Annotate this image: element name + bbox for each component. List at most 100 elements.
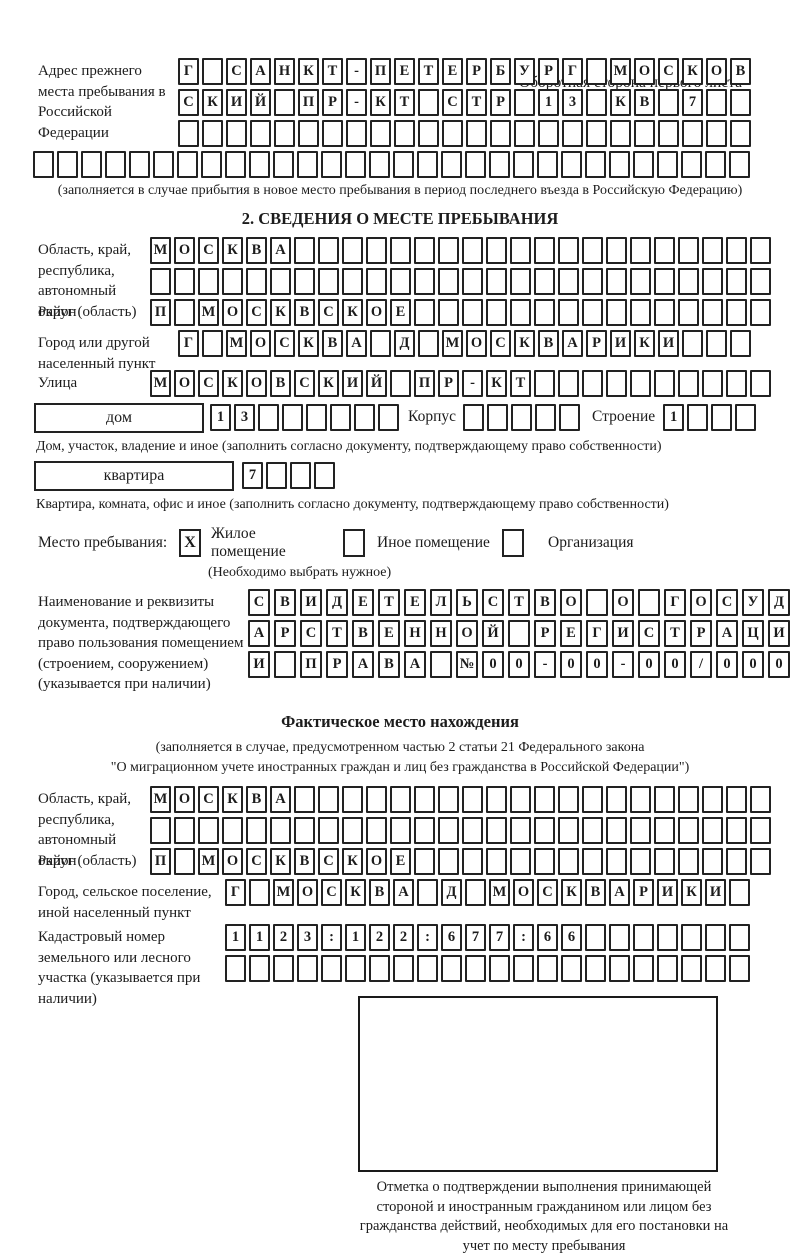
char-cell[interactable]: К xyxy=(270,299,291,326)
char-cell[interactable] xyxy=(201,151,222,178)
char-cell[interactable] xyxy=(726,848,747,875)
char-cell[interactable] xyxy=(318,786,339,813)
char-cell[interactable]: Т xyxy=(322,58,343,85)
char-cell[interactable] xyxy=(681,955,702,982)
char-cell[interactable] xyxy=(735,404,757,431)
char-cell[interactable] xyxy=(750,299,771,326)
char-cell[interactable] xyxy=(414,786,435,813)
char-cell[interactable]: 0 xyxy=(768,651,790,678)
char-cell[interactable] xyxy=(366,237,387,264)
char-cell[interactable] xyxy=(559,404,580,431)
char-cell[interactable] xyxy=(511,404,532,431)
char-cell[interactable] xyxy=(687,404,709,431)
char-cell[interactable]: А xyxy=(250,58,271,85)
char-cell[interactable]: И xyxy=(658,330,679,357)
char-cell[interactable] xyxy=(537,955,558,982)
char-cell[interactable]: М xyxy=(150,370,171,397)
char-cell[interactable]: С xyxy=(226,58,247,85)
char-cell[interactable]: В xyxy=(322,330,343,357)
char-cell[interactable]: Е xyxy=(390,848,411,875)
stay-type-checkbox-inoe[interactable] xyxy=(343,529,365,557)
char-cell[interactable] xyxy=(438,817,459,844)
char-cell[interactable]: 3 xyxy=(562,89,583,116)
char-cell[interactable] xyxy=(414,299,435,326)
char-cell[interactable] xyxy=(726,817,747,844)
char-cell[interactable]: 0 xyxy=(586,651,608,678)
char-cell[interactable] xyxy=(202,120,223,147)
char-cell[interactable]: Р xyxy=(633,879,654,906)
char-cell[interactable] xyxy=(510,299,531,326)
char-cell[interactable] xyxy=(390,786,411,813)
char-cell[interactable] xyxy=(513,151,534,178)
char-cell[interactable]: 6 xyxy=(441,924,462,951)
char-cell[interactable] xyxy=(534,848,555,875)
char-cell[interactable]: С xyxy=(198,237,219,264)
char-cell[interactable]: Н xyxy=(430,620,452,647)
char-cell[interactable]: 1 xyxy=(345,924,366,951)
char-cell[interactable] xyxy=(414,848,435,875)
char-cell[interactable] xyxy=(294,817,315,844)
char-cell[interactable]: О xyxy=(690,589,712,616)
char-cell[interactable]: М xyxy=(150,237,171,264)
char-cell[interactable]: И xyxy=(768,620,790,647)
char-cell[interactable] xyxy=(610,120,631,147)
char-cell[interactable]: И xyxy=(705,879,726,906)
char-cell[interactable] xyxy=(266,462,287,489)
char-cell[interactable]: - xyxy=(462,370,483,397)
char-cell[interactable] xyxy=(342,237,363,264)
char-cell[interactable] xyxy=(462,786,483,813)
char-cell[interactable] xyxy=(726,786,747,813)
char-cell[interactable] xyxy=(678,848,699,875)
char-cell[interactable]: В xyxy=(369,879,390,906)
char-cell[interactable]: 0 xyxy=(482,651,504,678)
char-cell[interactable]: Ц xyxy=(742,620,764,647)
char-cell[interactable] xyxy=(606,817,627,844)
char-cell[interactable]: О xyxy=(456,620,478,647)
char-cell[interactable]: В xyxy=(378,651,400,678)
char-cell[interactable] xyxy=(585,924,606,951)
char-cell[interactable] xyxy=(441,151,462,178)
char-cell[interactable] xyxy=(561,955,582,982)
char-cell[interactable] xyxy=(702,370,723,397)
char-cell[interactable] xyxy=(489,955,510,982)
char-cell[interactable]: К xyxy=(681,879,702,906)
char-cell[interactable] xyxy=(535,404,556,431)
char-cell[interactable] xyxy=(174,817,195,844)
char-cell[interactable]: А xyxy=(248,620,270,647)
char-cell[interactable] xyxy=(282,404,303,431)
char-cell[interactable] xyxy=(150,817,171,844)
char-cell[interactable]: Й xyxy=(366,370,387,397)
char-cell[interactable] xyxy=(562,120,583,147)
char-cell[interactable] xyxy=(294,237,315,264)
char-cell[interactable] xyxy=(606,237,627,264)
char-cell[interactable] xyxy=(534,268,555,295)
char-cell[interactable] xyxy=(321,955,342,982)
char-cell[interactable] xyxy=(378,404,399,431)
char-cell[interactable]: 2 xyxy=(369,924,390,951)
char-cell[interactable] xyxy=(321,151,342,178)
char-cell[interactable] xyxy=(366,786,387,813)
char-cell[interactable]: О xyxy=(706,58,727,85)
char-cell[interactable] xyxy=(606,268,627,295)
char-cell[interactable] xyxy=(705,151,726,178)
char-cell[interactable]: 1 xyxy=(538,89,559,116)
char-cell[interactable] xyxy=(558,299,579,326)
char-cell[interactable] xyxy=(370,330,391,357)
char-cell[interactable] xyxy=(513,955,534,982)
char-cell[interactable]: Н xyxy=(404,620,426,647)
char-cell[interactable] xyxy=(393,955,414,982)
char-cell[interactable] xyxy=(342,268,363,295)
char-cell[interactable] xyxy=(466,120,487,147)
char-cell[interactable]: И xyxy=(226,89,247,116)
char-cell[interactable] xyxy=(249,151,270,178)
char-cell[interactable] xyxy=(682,330,703,357)
char-cell[interactable] xyxy=(726,268,747,295)
char-cell[interactable]: 0 xyxy=(508,651,530,678)
char-cell[interactable] xyxy=(681,924,702,951)
char-cell[interactable]: № xyxy=(456,651,478,678)
char-cell[interactable]: Е xyxy=(442,58,463,85)
char-cell[interactable] xyxy=(390,237,411,264)
char-cell[interactable] xyxy=(486,299,507,326)
char-cell[interactable] xyxy=(342,786,363,813)
char-cell[interactable] xyxy=(270,817,291,844)
